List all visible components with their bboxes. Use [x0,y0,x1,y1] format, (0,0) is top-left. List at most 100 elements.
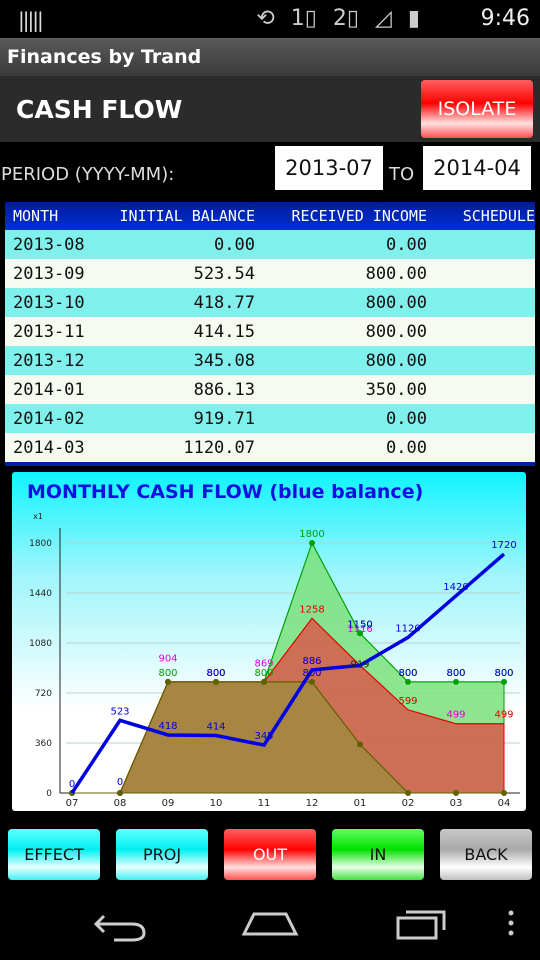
table-row[interactable]: 2014-01 886.13 350.00 [5,375,535,404]
data-label-extra: 800 [398,668,417,679]
screen-title: CASH FLOW [16,95,183,124]
x-tick-label: 12 [306,798,319,809]
y-tick-label: 1080 [29,639,52,649]
data-point-effect [501,790,507,796]
data-label-extra: 0 [117,777,123,788]
x-tick-label: 01 [354,798,367,809]
sim1-icon: 1▯ [290,6,317,31]
data-point-income [357,630,363,637]
cell-initial-balance: 345.08 [193,350,255,371]
in-button[interactable]: IN [332,829,424,880]
barcode-icon: ||||| [18,8,44,32]
table-row[interactable]: 2013-12 345.08 800.00 [5,346,535,375]
back-button[interactable]: BACK [440,829,532,880]
cell-received-income: 0.00 [386,408,427,429]
period-label: PERIOD (YYYY-MM): [1,164,175,185]
period-to-field[interactable]: 2014-04 [423,146,531,190]
column-header-schedule[interactable]: SCHEDULE [462,207,535,225]
x-tick-label: 08 [114,798,127,809]
data-label-balance: 1720 [491,540,516,551]
period-to-label: TO [389,164,415,185]
column-header-initial-balance[interactable]: INITIAL BALANCE [119,207,255,225]
data-label-extra: 800 [206,668,225,679]
sim2-icon: 2▯ [332,6,359,31]
x-tick-label: 04 [498,798,511,809]
cell-initial-balance: 919.71 [193,408,255,429]
y-tick-label: 360 [35,739,52,749]
cell-initial-balance: 0.00 [214,234,255,255]
isolate-button[interactable]: ISOLATE [421,80,533,138]
data-label-balance: 886 [302,656,321,667]
data-point-effect [357,741,363,748]
status-icons: ⟲ 1▯ 2▯ ◿ ▮ [256,6,420,31]
cell-initial-balance: 1120.07 [183,437,255,458]
data-label-projection: 1116 [347,624,372,635]
data-label-expense: 599 [398,696,417,707]
table-row[interactable]: 2013-11 414.15 800.00 [5,317,535,346]
cell-month: 2014-01 [13,379,85,400]
data-label-income: 1150 [347,619,372,630]
x-tick-label: 11 [258,798,271,809]
chart-canvas: 0 360 720 1080 1440 1800 x1 07 08 09 10 11 12 01 02 03 0… [29,512,520,809]
cell-month: 2013-08 [13,234,85,255]
back-nav-icon[interactable] [92,908,148,942]
data-label-projection: 904 [158,653,177,664]
data-label-income: 800 [206,668,225,679]
home-nav-icon[interactable] [240,908,300,938]
table-row[interactable]: 2014-03 1120.07 0.00 [5,433,535,462]
overflow-menu-icon[interactable] [506,908,516,938]
column-header-month[interactable]: MONTH [13,207,59,225]
data-label-projection: 886 [302,656,321,667]
data-label-expense: 1258 [299,604,324,615]
data-label-extra: 800 [302,668,321,679]
period-from-field[interactable]: 2013-07 [275,146,383,190]
effect-button[interactable]: EFFECT [8,829,100,880]
x-tick-label: 02 [402,798,415,809]
x-tick-label: 10 [210,798,223,809]
clock: 9:46 [480,6,530,31]
table-row[interactable]: 2013-09 523.54 800.00 [5,259,535,288]
data-label-income: 800 [254,668,273,679]
table-row[interactable]: 2014-02 919.71 0.00 [5,404,535,433]
status-bar: ||||| ⟲ 1▯ 2▯ ◿ ▮ 9:46 [0,0,540,38]
cell-initial-balance: 523.54 [193,263,255,284]
data-label-projection: 869 [254,658,273,669]
system-nav-bar [0,890,540,960]
data-label-income: 800 [446,668,465,679]
data-label-balance: 523 [110,706,129,717]
y-tick-label: 1440 [29,589,52,599]
y-tick-label: 0 [46,789,52,799]
data-label-extra: 800 [494,668,513,679]
data-label-balance: 418 [158,721,177,732]
cell-initial-balance: 886.13 [193,379,255,400]
cash-flow-table[interactable]: MONTH INITIAL BALANCE RECEIVED INCOME SC… [5,202,535,466]
data-point-income [501,678,507,685]
data-label-income: 800 [494,668,513,679]
table-row[interactable]: 2013-08 0.00 0.00 [5,230,535,259]
data-point-effect [213,678,219,685]
cell-month: 2013-11 [13,321,85,342]
data-label-balance: 1420 [443,582,468,593]
x-tick-label: 07 [66,798,79,809]
data-point-effect [165,678,171,685]
data-point-income [453,678,459,685]
data-point-income [405,678,411,685]
data-label-balance: 0 [69,779,75,790]
table-header: MONTH INITIAL BALANCE RECEIVED INCOME SC… [5,202,535,230]
app-title: Finances by Trand [7,46,202,68]
data-point-effect [405,790,411,796]
out-button[interactable]: OUT [224,829,316,880]
table-row[interactable]: 2013-10 418.77 800.00 [5,288,535,317]
battery-icon: ▮ [407,6,420,31]
data-point-effect [453,790,459,796]
recents-nav-icon[interactable] [394,908,450,942]
column-header-received-income[interactable]: RECEIVED INCOME [291,207,427,225]
data-point-income [309,540,315,546]
series-line-balance [70,552,506,794]
cell-initial-balance: 414.15 [193,321,255,342]
series-line-effect [72,681,504,794]
data-point-effect [261,678,267,685]
data-label-income: 800 [158,668,177,679]
cell-month: 2013-09 [13,263,85,284]
proj-button[interactable]: PROJ [116,829,208,880]
